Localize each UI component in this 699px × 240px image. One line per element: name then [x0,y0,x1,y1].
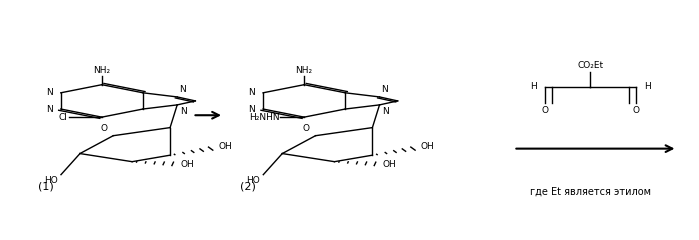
Text: NH₂: NH₂ [296,66,312,75]
Text: OH: OH [219,142,232,151]
Text: N: N [180,107,187,116]
Text: H: H [530,82,536,91]
Text: NH₂: NH₂ [93,66,110,75]
Text: O: O [303,124,310,133]
Text: HO: HO [44,176,57,185]
Text: (2): (2) [240,182,257,192]
Text: OH: OH [421,142,435,151]
Text: H₂NHN: H₂NHN [249,113,280,122]
Text: OH: OH [181,160,194,169]
Text: H: H [644,82,651,91]
Text: N: N [248,88,254,96]
Text: N: N [382,107,389,116]
Text: N: N [248,105,254,114]
Text: N: N [180,85,186,94]
Text: CO₂Et: CO₂Et [577,61,603,70]
Text: N: N [45,88,52,96]
Text: O: O [541,106,548,115]
Text: HO: HO [246,176,260,185]
Text: N: N [382,85,389,94]
Text: где Et является этилом: где Et является этилом [530,186,651,197]
Text: O: O [632,106,639,115]
Text: N: N [45,105,52,114]
Text: (1): (1) [38,182,54,192]
Text: O: O [101,124,108,133]
Text: OH: OH [383,160,397,169]
Text: Cl: Cl [59,113,68,122]
